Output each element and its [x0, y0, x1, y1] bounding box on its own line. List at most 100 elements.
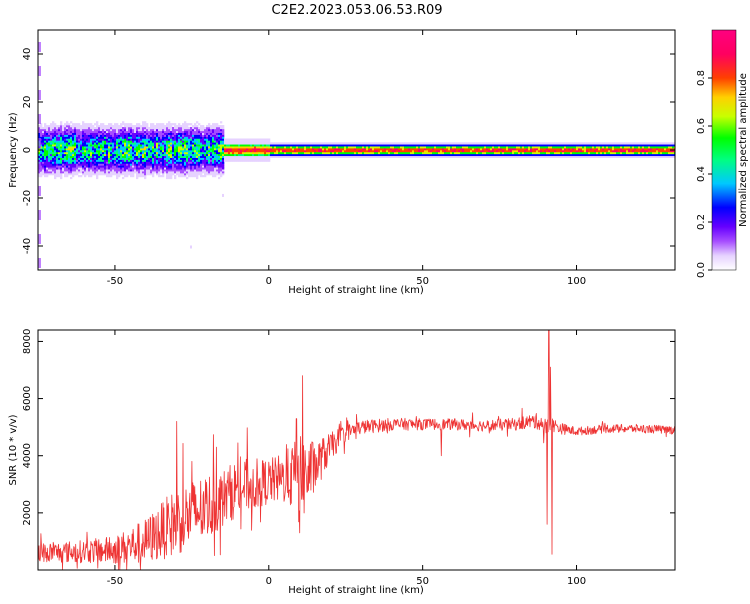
spectrogram-cell: [502, 150, 505, 153]
spectrogram-cell: [596, 144, 599, 147]
spectrogram-cell: [58, 157, 61, 160]
spectrogram-cell: [630, 155, 633, 158]
spectrogram-cell: [64, 169, 67, 172]
spectrogram-cell: [556, 155, 559, 158]
spectrogram-cell: [380, 150, 383, 153]
spectrogram-cell: [212, 167, 215, 170]
spectrogram-cell: [58, 130, 61, 134]
spectrogram-cell: [194, 151, 197, 155]
spectrogram-cell: [90, 126, 93, 130]
spectrogram-cell: [54, 140, 57, 143]
spectrogram-cell: [124, 146, 127, 149]
spectrogram-cell: [132, 132, 135, 135]
spectrogram-cell: [174, 142, 177, 145]
spectrogram-cell: [380, 151, 383, 155]
spectrogram-cell: [504, 146, 507, 149]
spectrogram-cell: [38, 132, 41, 135]
spectrogram-cell: [602, 148, 605, 151]
spectrogram-cell: [190, 132, 193, 135]
spectrogram-cell: [220, 163, 223, 166]
spectrogram-cell: [126, 128, 129, 132]
spectrogram-cell: [164, 144, 167, 147]
spectrogram-cell: [484, 146, 487, 149]
spectrogram-cell: [352, 148, 355, 151]
spectrogram-cell: [298, 146, 301, 149]
spectrogram-cell: [146, 151, 149, 155]
spectrogram-cell: [72, 136, 75, 139]
spectrogram-cell: [190, 123, 193, 126]
spectrogram-cell: [562, 153, 565, 157]
spectrogram-cell: [550, 155, 553, 158]
spectrogram-cell: [572, 146, 575, 149]
spectrogram-cell: [416, 142, 419, 145]
spectrogram-cell: [70, 142, 73, 145]
spectrogram-cell: [120, 125, 123, 128]
spectrogram-cell: [236, 148, 239, 151]
spectrogram-cell: [126, 151, 129, 155]
spectrogram-cell: [374, 155, 377, 158]
spectrogram-cell: [200, 126, 203, 130]
spectrogram-cell: [68, 126, 71, 130]
spectrogram-cell: [440, 142, 443, 145]
spectrogram-cell: [222, 132, 225, 135]
spectrogram-cell: [644, 146, 647, 149]
spectrogram-cell: [112, 157, 115, 160]
spectrogram-cell: [286, 144, 289, 147]
spectrogram-cell: [276, 142, 279, 145]
spectrogram-cell: [126, 138, 129, 141]
spectrogram-cell: [562, 142, 565, 145]
spectrogram-cell: [138, 165, 141, 168]
spectrogram-cell: [80, 128, 83, 132]
spectrogram-cell: [78, 171, 81, 174]
spectrogram-cell: [244, 153, 247, 157]
spectrogram-cell: [462, 151, 465, 155]
spectrogram-cell: [578, 153, 581, 157]
spectrogram-y-label: Frequency (Hz): [8, 112, 19, 188]
spectrogram-cell: [110, 140, 113, 143]
spectrogram-cell: [152, 153, 155, 157]
spectrogram-cell: [432, 142, 435, 145]
spectrogram-cell: [52, 132, 55, 135]
spectrogram-cell: [646, 155, 649, 158]
spectrogram-cell: [576, 155, 579, 158]
spectrogram-cell: [192, 136, 195, 139]
spectrogram-cell: [158, 136, 161, 139]
spectrogram-cell: [188, 173, 191, 176]
spectrogram-cell: [112, 151, 115, 155]
spectrogram-cell: [156, 161, 159, 164]
spectrogram-cell: [204, 171, 207, 174]
spectrogram-cell: [484, 150, 487, 153]
spectrogram-cell: [74, 171, 77, 174]
spectrogram-cell: [186, 171, 189, 174]
spectrogram-cell: [178, 146, 181, 149]
spectrogram-cell: [128, 140, 131, 143]
spectrogram-cell: [244, 140, 247, 143]
spectrogram-cell: [46, 165, 49, 168]
spectrogram-cell: [84, 128, 87, 132]
spectrogram-cell: [358, 142, 361, 145]
spectrogram-cell: [136, 155, 139, 158]
spectrogram-cell: [374, 144, 377, 147]
spectrogram-cell: [46, 132, 49, 135]
spectrogram-cell: [566, 146, 569, 149]
spectrogram-cell: [190, 155, 193, 158]
spectrogram-cell: [290, 151, 293, 155]
spectrogram-cell: [116, 142, 119, 145]
spectrogram-cell: [468, 150, 471, 153]
spectrogram-cell: [76, 173, 79, 176]
spectrogram-cell: [108, 148, 111, 151]
spectrogram-cell: [312, 144, 315, 147]
spectrogram-cell: [56, 173, 59, 176]
spectrogram-cell: [272, 142, 275, 145]
spectrogram-cell: [172, 163, 175, 166]
spectrogram-cell: [322, 142, 325, 145]
spectrogram-cell: [62, 134, 65, 137]
spectrogram-cell: [486, 144, 489, 147]
spectrogram-cell: [94, 161, 97, 164]
spectrogram-cell: [212, 165, 215, 168]
spectrogram-cell: [132, 167, 135, 170]
spectrogram-cell: [180, 173, 183, 176]
spectrogram-cell: [346, 155, 349, 158]
spectrogram-cell: [142, 134, 145, 137]
spectrogram-cell: [178, 159, 181, 162]
